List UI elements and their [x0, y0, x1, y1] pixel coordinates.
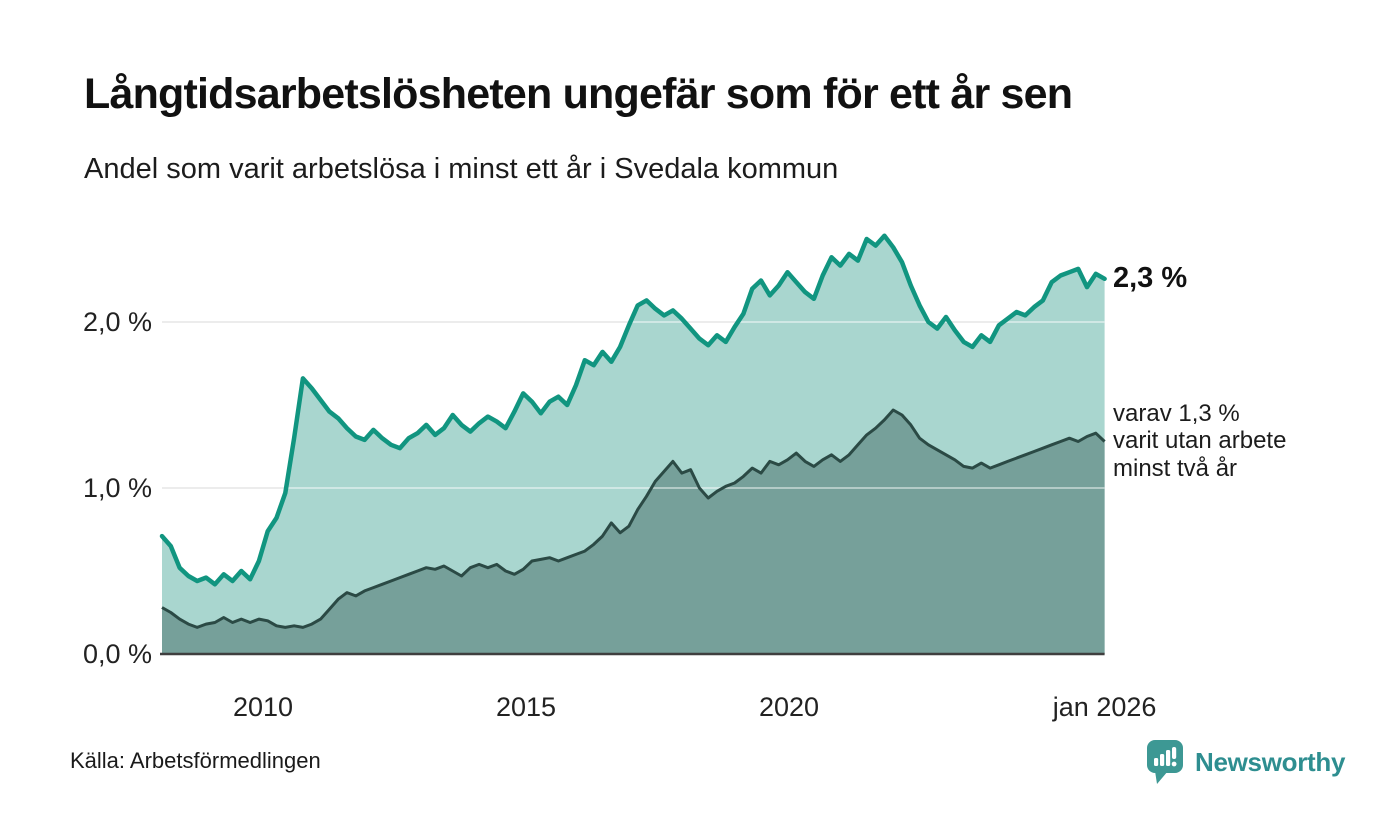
annotation-line: varav 1,3 % [1113, 399, 1240, 427]
x-tick-label: 2015 [495, 692, 557, 722]
x-tick-label: jan 2026 [1052, 692, 1157, 722]
y-tick-label: 2,0 % [82, 307, 152, 337]
end-value-label-total: 2,3 % [1113, 261, 1188, 294]
end-value-label-subseries: varav 1,3 % varit utan arbete minst två … [1113, 400, 1286, 483]
y-tick-label: 0,0 % [82, 639, 152, 669]
x-tick-label: 2020 [758, 692, 820, 722]
annotation-line: varit utan arbete [1113, 427, 1287, 455]
x-tick-label: 2010 [232, 692, 294, 722]
annotation-line: minst två år [1113, 454, 1238, 482]
brand-lockup: Newsworthy [1146, 739, 1345, 785]
source-note: Källa: Arbetsförmedlingen [70, 748, 321, 773]
page-title: Långtidsarbetslösheten ungefär som för e… [84, 70, 1073, 118]
newsworthy-logo-icon [1147, 740, 1183, 784]
y-tick-label: 1,0 % [82, 473, 152, 503]
brand-name: Newsworthy [1195, 746, 1346, 777]
page-subtitle: Andel som varit arbetslösa i minst ett å… [84, 153, 839, 185]
